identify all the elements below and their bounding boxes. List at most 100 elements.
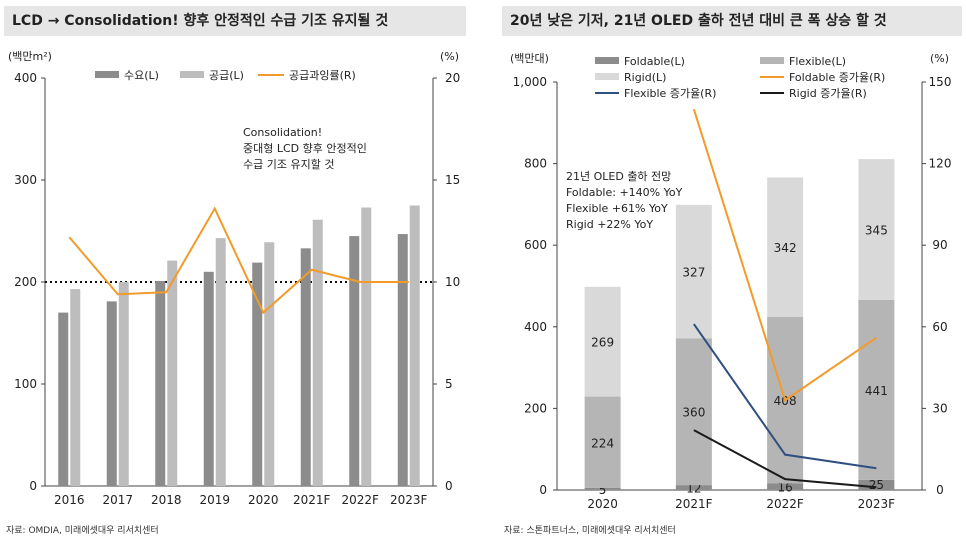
chart1-legend-swatch [180, 71, 204, 78]
chart2-legend-label: Flexible 증가율(R) [624, 87, 716, 100]
chart2-label-rigid: 342 [774, 241, 797, 255]
chart2-label-foldable: 25 [869, 478, 884, 492]
chart2-label-rigid: 269 [591, 336, 614, 350]
chart2-line-flexible-growth [693, 323, 877, 470]
chart2-label-rigid: 327 [682, 266, 705, 280]
chart1-line-oversupply [68, 206, 409, 315]
chart1-x-tick-label: 2019 [199, 493, 230, 507]
chart1-left-tick-label: 0 [29, 479, 37, 493]
chart2-label-flexible: 441 [865, 384, 888, 398]
chart2-label-flexible: 360 [682, 406, 705, 420]
chart2-legend-label: Rigid 증가율(R) [789, 87, 867, 100]
chart1-x-tick-label: 2021F [293, 493, 331, 507]
chart1-annotation-line: 중대형 LCD 향후 안정적인 [243, 142, 367, 155]
chart1-legend-swatch [95, 71, 119, 78]
chart1-bar-supply [215, 238, 226, 486]
chart2-left-tick-label: 200 [524, 401, 547, 415]
chart1-right-tick-label: 0 [445, 479, 453, 493]
chart1-title: LCD → Consolidation! 향후 안정적인 수급 기조 유지될 것 [4, 6, 466, 36]
chart1-bar-demand [252, 262, 263, 486]
chart2-right-tick-label: 90 [932, 238, 947, 252]
chart1-x-tick-label: 2018 [151, 493, 182, 507]
chart2-bar-rigid [767, 177, 804, 318]
chart2-annotation-line: Rigid +22% YoY [566, 218, 653, 231]
chart2-line-rigid-growth [693, 429, 877, 489]
chart1-bar-demand [106, 301, 117, 486]
chart1-bar-demand [58, 312, 69, 486]
chart2-legend-label: Rigid(L) [624, 71, 666, 84]
chart2-right-tick-label: 60 [932, 320, 947, 334]
chart1-right-tick-label: 5 [445, 377, 453, 391]
chart2-bar-foldable [675, 485, 712, 490]
chart2-left-tick-label: 800 [524, 157, 547, 171]
chart2-left-unit: (백만대) [510, 52, 549, 65]
chart1-bar-supply [167, 260, 178, 486]
chart1-annotation-line: 수급 기조 유지할 것 [243, 158, 334, 171]
chart2-bar-foldable [584, 487, 621, 490]
chart2-bar-rigid [858, 159, 895, 300]
chart2-left-tick-label: 0 [539, 483, 547, 497]
chart2-source: 자료: 스톤파트너스, 미래에셋대우 리서치센터 [504, 526, 676, 536]
chart1-bar-demand [203, 271, 214, 486]
chart2-legend-label: Flexible(L) [789, 55, 846, 68]
chart2-x-tick-label: 2020 [587, 497, 618, 511]
chart2-bar-rigid [675, 204, 712, 339]
chart2-label-flexible: 224 [591, 436, 614, 450]
chart2-bar-foldable [858, 479, 895, 490]
chart1-bar-supply [118, 282, 129, 486]
chart1-left-unit: (백만m²) [8, 50, 52, 63]
chart1-bar-supply [264, 242, 275, 486]
chart2-x-tick-label: 2023F [858, 497, 896, 511]
chart2-bar-rigid [584, 286, 621, 397]
chart1-x-tick-label: 2020 [248, 493, 279, 507]
chart1-left-tick-label: 200 [14, 275, 37, 289]
chart1-right-unit: (%) [440, 50, 459, 63]
chart2-label-foldable: 5 [599, 483, 607, 497]
chart2-label-foldable: 16 [777, 481, 792, 495]
chart1-bar-demand [397, 234, 408, 486]
chart1-right-tick-label: 10 [445, 275, 460, 289]
chart2-line-foldable-growth [692, 108, 877, 402]
chart2-bar-flexible [675, 338, 712, 486]
chart1-bar-supply [361, 207, 372, 487]
chart1-bar-demand [155, 280, 166, 486]
chart1-legend-label: 공급과잉률(R) [289, 69, 356, 82]
chart1-left-tick-label: 400 [14, 71, 37, 85]
chart2-left-tick-label: 1,000 [513, 75, 547, 89]
chart1-bar-demand [300, 248, 311, 486]
chart2-left-tick-label: 400 [524, 320, 547, 334]
chart1-bar-demand [349, 236, 360, 486]
chart1-right-tick-label: 20 [445, 71, 460, 85]
chart1-legend-label: 수요(L) [124, 69, 159, 82]
chart2-bar-foldable [767, 483, 804, 490]
chart2-annotation-line: Foldable: +140% YoY [566, 186, 683, 199]
chart1-bar-supply [312, 219, 323, 486]
chart2-legend-label: Foldable 증가율(R) [789, 71, 885, 84]
chart1-x-tick-label: 2023F [390, 493, 428, 507]
chart2-right-unit: (%) [930, 52, 949, 65]
chart2-legend-swatch [760, 57, 784, 64]
chart1-x-tick-label: 2017 [102, 493, 133, 507]
chart1-x-tick-label: 2016 [54, 493, 85, 507]
chart2-bar-flexible [584, 396, 621, 488]
chart2-title: 20년 낮은 기저, 21년 OLED 출하 전년 대비 큰 폭 상승 할 것 [502, 6, 962, 36]
chart2-right-tick-label: 120 [929, 157, 952, 171]
chart2-bar-flexible [858, 299, 895, 480]
chart2-x-tick-label: 2021F [675, 497, 713, 511]
chart2-right-tick-label: 0 [936, 483, 944, 497]
chart1-left-tick-label: 300 [14, 173, 37, 187]
chart2-legend-swatch [595, 73, 619, 80]
chart2-right-tick-label: 30 [932, 401, 947, 415]
chart2-left-tick-label: 600 [524, 238, 547, 252]
chart2-annotation-line: Flexible +61% YoY [566, 202, 668, 215]
chart2-label-rigid: 345 [865, 223, 888, 237]
chart1-source: 자료: OMDIA, 미래에셋대우 리서치센터 [6, 526, 159, 536]
chart1-legend-label: 공급(L) [209, 69, 244, 82]
chart2-legend-swatch [595, 57, 619, 64]
chart1-annotation-line: Consolidation! [243, 126, 322, 139]
chart2-x-tick-label: 2022F [766, 497, 804, 511]
chart1-bar-supply [70, 289, 81, 486]
chart1-x-tick-label: 2022F [342, 493, 380, 507]
chart2-legend-label: Foldable(L) [624, 55, 685, 68]
